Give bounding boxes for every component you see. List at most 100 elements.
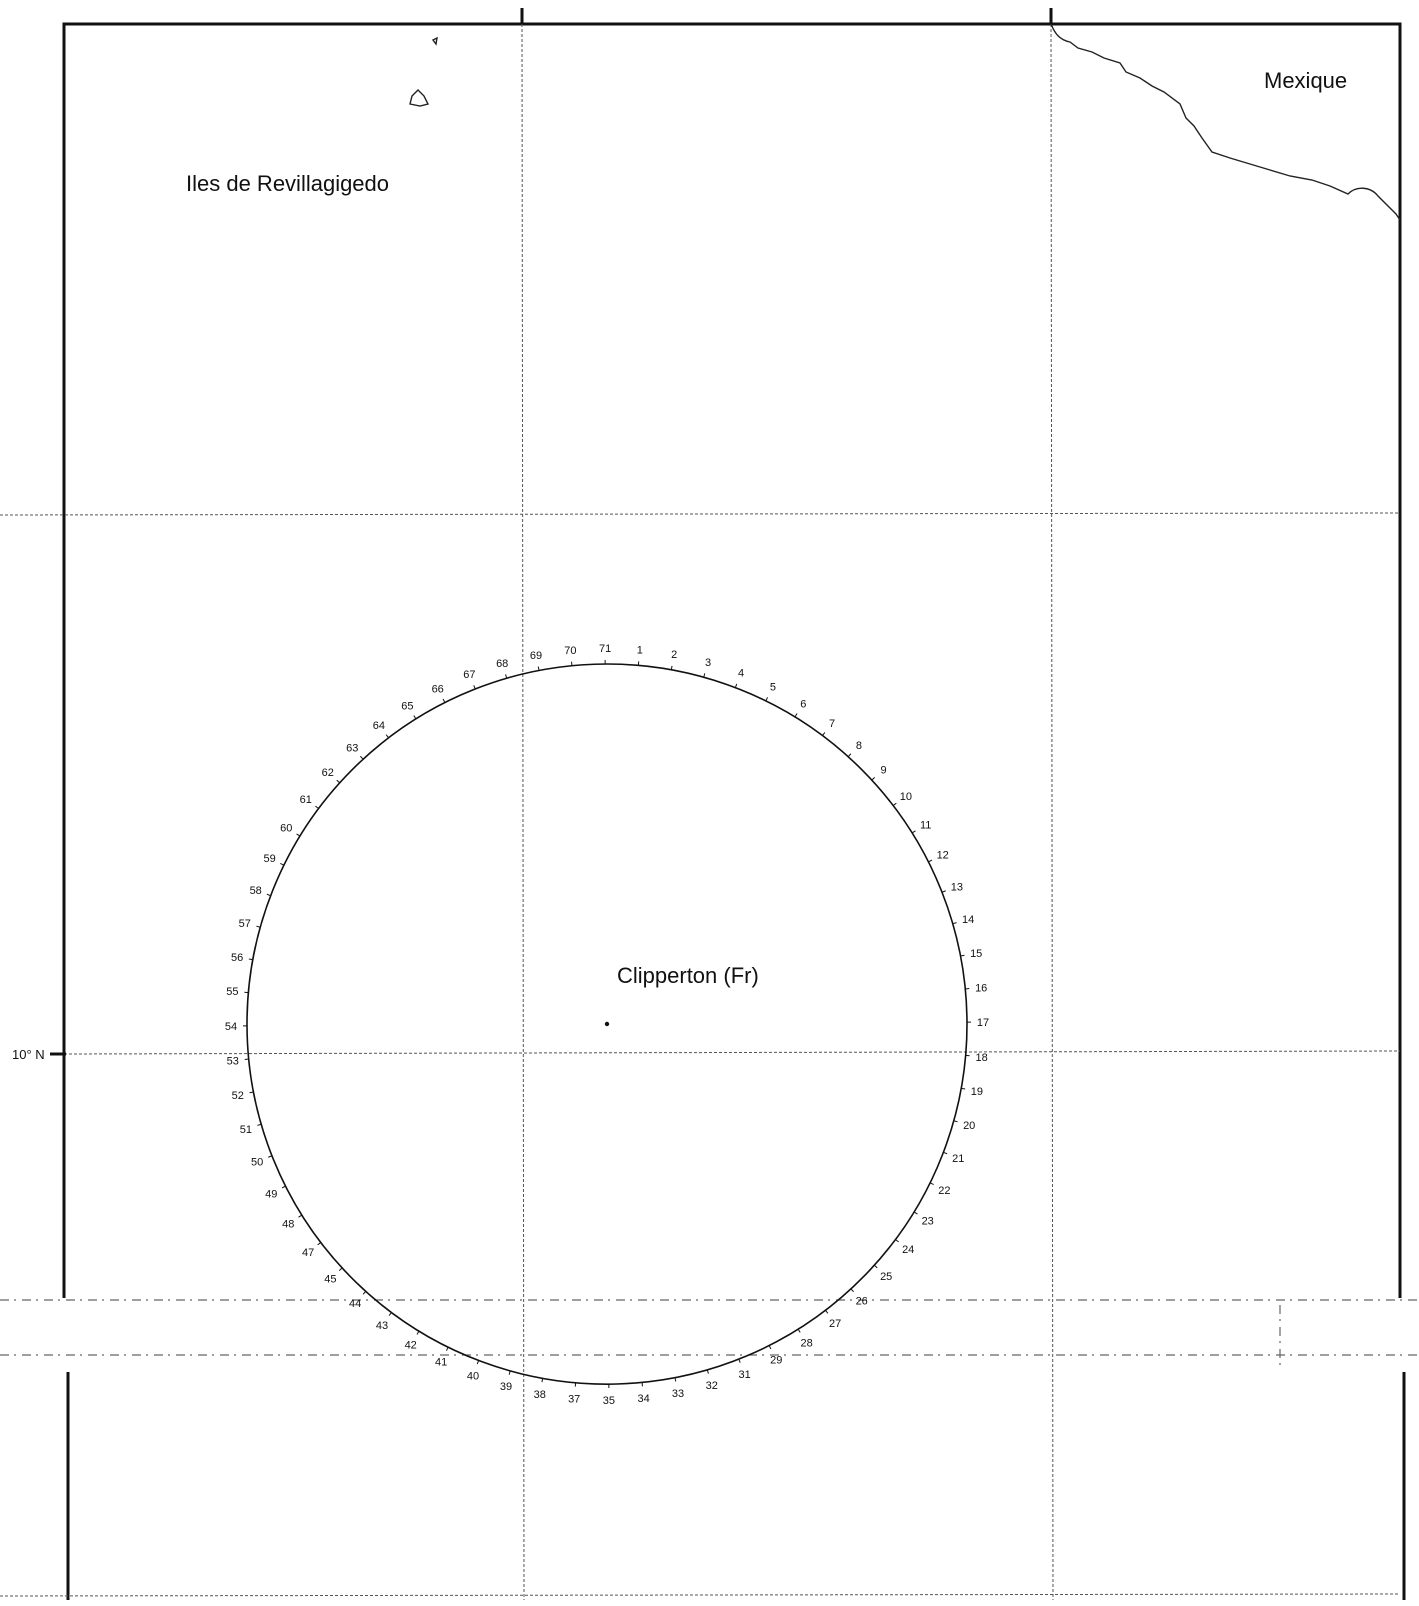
boundary-point-label: 8 <box>856 740 862 752</box>
boundary-point-label: 5 <box>770 682 776 694</box>
parallel-line-5n <box>0 1593 1401 1597</box>
boundary-point-label: 39 <box>500 1381 512 1393</box>
boundary-point-marker <box>960 954 965 957</box>
boundary-point-label: 28 <box>800 1338 812 1350</box>
boundary-point-marker <box>445 1346 449 1351</box>
boundary-point-marker <box>825 1309 829 1314</box>
boundary-point-marker <box>413 715 417 720</box>
boundary-point-marker <box>941 890 946 893</box>
boundary-point-label: 71 <box>599 643 611 655</box>
boundary-point-label: 52 <box>232 1090 244 1102</box>
island-socorro <box>409 89 430 107</box>
boundary-point-marker <box>249 1091 254 1094</box>
boundary-point-label: 63 <box>346 742 358 754</box>
boundary-point-label: 34 <box>637 1393 649 1405</box>
boundary-point-label: 7 <box>829 718 835 730</box>
boundary-point-marker <box>257 1123 262 1126</box>
island-san-benedicto <box>431 36 438 46</box>
boundary-point-marker <box>847 753 852 758</box>
map-frame-upper <box>62 22 1402 1298</box>
boundary-point-label: 40 <box>467 1370 479 1382</box>
boundary-point-label: 55 <box>226 986 238 998</box>
boundary-point-label: 25 <box>880 1271 892 1283</box>
boundary-point-label: 51 <box>240 1124 252 1136</box>
meridian-line-1 <box>521 23 525 1601</box>
boundary-point-marker <box>822 732 826 736</box>
boundary-point-marker <box>541 1378 544 1383</box>
boundary-point-marker <box>706 1369 709 1374</box>
boundary-point-marker <box>388 1312 392 1316</box>
mexique-label: Mexique <box>1264 68 1347 93</box>
boundary-point-label: 45 <box>324 1274 336 1286</box>
parallel-line-15n <box>0 512 1401 516</box>
boundary-point-label: 14 <box>962 914 974 926</box>
boundary-point-label: 60 <box>280 823 292 835</box>
boundary-point-label: 61 <box>300 794 312 806</box>
boundary-point-label: 4 <box>738 668 744 680</box>
boundary-point-marker <box>734 683 738 688</box>
meridian-line-2 <box>1050 23 1054 1601</box>
boundary-point-marker <box>508 1370 511 1375</box>
boundary-point-marker <box>336 779 341 784</box>
boundary-point-marker <box>248 958 253 961</box>
boundary-point-label: 17 <box>977 1017 989 1029</box>
boundary-point-marker <box>317 1242 322 1246</box>
boundary-point-label: 12 <box>937 850 949 862</box>
mexico-coastline <box>1050 23 1401 221</box>
boundary-point-label: 49 <box>265 1188 277 1200</box>
boundary-point-label: 29 <box>770 1355 782 1367</box>
scan-seam <box>0 1299 1419 1368</box>
boundary-point-label: 2 <box>671 649 677 661</box>
boundary-point-label: 69 <box>530 650 542 662</box>
boundary-point-marker <box>362 1290 367 1295</box>
boundary-point-marker <box>256 925 261 928</box>
boundary-point-label: 13 <box>951 881 963 893</box>
boundary-point-marker <box>961 1087 966 1090</box>
boundary-point-marker <box>537 666 540 671</box>
boundary-point-marker <box>280 862 285 866</box>
boundary-point-marker <box>703 673 706 678</box>
boundary-point-marker <box>943 1151 948 1155</box>
boundary-point-marker <box>281 1185 286 1189</box>
boundary-point-marker <box>266 893 271 897</box>
boundary-point-label: 65 <box>401 700 413 712</box>
boundary-point-label: 64 <box>373 720 385 732</box>
boundary-point-marker <box>850 1288 854 1293</box>
boundary-point-marker <box>473 685 476 690</box>
boundary-point-labels: 1 234567891011121314151617181920212223242… <box>225 643 989 1407</box>
boundary-point-label: 22 <box>938 1185 950 1197</box>
boundary-point-marker <box>952 922 957 925</box>
boundary-point-label: 41 <box>435 1356 447 1368</box>
boundary-point-label: 47 <box>302 1247 314 1259</box>
boundary-point-label: 9 <box>881 764 887 776</box>
boundary-point-label: 54 <box>225 1021 237 1033</box>
boundary-point-label: 42 <box>405 1340 417 1352</box>
boundary-point-label: 68 <box>496 658 508 670</box>
boundary-point-label: 59 <box>263 853 275 865</box>
boundary-point-label: 18 <box>975 1052 987 1064</box>
boundary-point-marker <box>416 1330 420 1335</box>
map-frame-lower <box>66 1372 1406 1600</box>
boundary-point-label: 56 <box>231 952 243 964</box>
boundary-point-marker <box>738 1358 741 1363</box>
boundary-point-marker <box>674 1377 677 1382</box>
boundary-point-label: 38 <box>534 1389 546 1401</box>
boundary-point-marker <box>768 1345 772 1350</box>
boundary-point-marker <box>873 1264 878 1269</box>
boundary-point-marker <box>268 1155 273 1158</box>
boundary-point-marker <box>797 1328 801 1333</box>
boundary-point-label: 27 <box>829 1318 841 1330</box>
boundary-point-label: 53 <box>227 1056 239 1068</box>
boundary-point-label: 11 <box>920 819 931 831</box>
boundary-point-marker <box>765 697 769 702</box>
boundary-point-marker <box>505 674 508 679</box>
revillagigedo-label: Iles de Revillagigedo <box>186 171 389 196</box>
latitude-label-10n: 10° N <box>12 1047 45 1062</box>
boundary-point-label: 6 <box>800 698 806 710</box>
boundary-point-marker <box>892 802 897 806</box>
boundary-point-marker <box>871 777 876 781</box>
boundary-point-marker <box>298 1214 303 1218</box>
clipperton-label: Clipperton (Fr) <box>617 963 759 988</box>
boundary-point-marker <box>315 805 319 809</box>
